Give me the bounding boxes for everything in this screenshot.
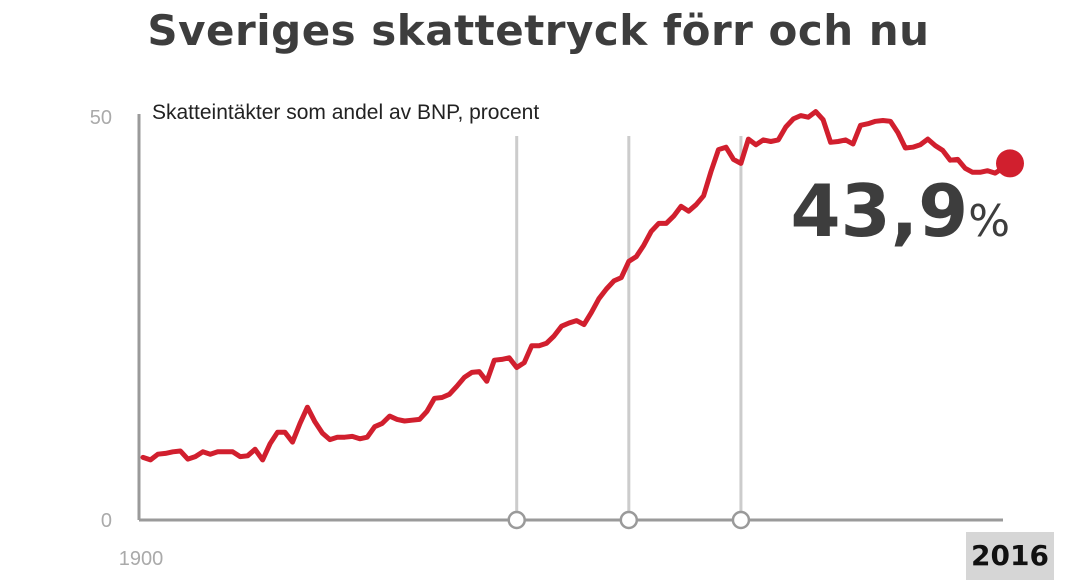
highlight-circle-1950 [507, 510, 526, 530]
end-point-dot [996, 149, 1024, 178]
x-tick-label-2016: 2016 [966, 532, 1054, 580]
highlight-markers [515, 136, 743, 520]
y-tick-label-50: 50 [90, 107, 112, 129]
series-line [140, 109, 1013, 463]
highlight-circle-1965 [619, 510, 639, 530]
y-tick-label-0: 0 [101, 510, 112, 532]
end-value-label: 43,9% [791, 169, 1010, 253]
highlight-circle-1980 [731, 510, 751, 530]
chart-subtitle: Skatteintäkter som andel av BNP, procent [152, 101, 539, 124]
end-value-number: 43,9 [791, 169, 969, 253]
x-tick-label-1900: 1900 [119, 548, 164, 570]
end-value-unit: % [968, 196, 1010, 247]
chart-title: Sveriges skattetryck förr och nu [147, 6, 930, 55]
